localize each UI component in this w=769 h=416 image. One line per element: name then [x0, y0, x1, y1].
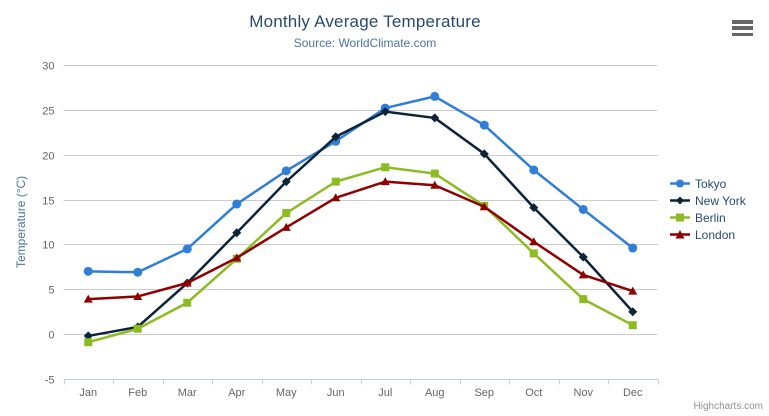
- data-point[interactable]: [430, 169, 439, 178]
- x-axis-label: Jul: [378, 387, 392, 399]
- data-point[interactable]: [381, 163, 390, 172]
- legend-label: Tokyo: [695, 176, 727, 191]
- x-axis-label: Feb: [128, 387, 147, 399]
- y-axis-label: 30: [42, 61, 54, 73]
- data-point[interactable]: [84, 338, 93, 347]
- series-line-tokyo: [87, 95, 634, 274]
- y-axis-label: 25: [42, 106, 54, 118]
- y-axis-label: 20: [42, 151, 54, 163]
- data-point[interactable]: [83, 331, 93, 341]
- legend-label: Berlin: [695, 210, 726, 225]
- circle-series-marker-icon: [670, 179, 690, 188]
- data-point[interactable]: [380, 177, 390, 186]
- data-point[interactable]: [529, 203, 539, 213]
- data-point[interactable]: [281, 166, 291, 176]
- y-axis-label: 10: [42, 240, 54, 252]
- y-axis-label: -5: [45, 375, 55, 387]
- data-point[interactable]: [281, 222, 291, 231]
- data-point[interactable]: [628, 321, 637, 330]
- legend-item-london[interactable]: London: [670, 226, 746, 243]
- data-point[interactable]: [83, 294, 93, 303]
- x-axis-label: May: [276, 387, 297, 399]
- x-axis-label: Mar: [178, 387, 197, 399]
- data-point[interactable]: [628, 243, 638, 253]
- x-axis-label: Aug: [425, 387, 445, 399]
- data-point[interactable]: [232, 253, 242, 262]
- data-point[interactable]: [479, 202, 489, 211]
- hamburger-icon-bar: [732, 32, 753, 36]
- data-point[interactable]: [133, 291, 143, 300]
- data-point[interactable]: [281, 177, 291, 187]
- data-point[interactable]: [380, 107, 390, 117]
- hamburger-icon-bar: [732, 20, 753, 24]
- chart-title: Monthly Average Temperature: [249, 12, 481, 31]
- hamburger-icon-bar: [732, 26, 753, 30]
- data-point[interactable]: [133, 267, 143, 277]
- credits-link[interactable]: Highcharts.com: [693, 401, 763, 412]
- data-point[interactable]: [529, 249, 538, 258]
- triangle-series-marker-icon: [670, 230, 690, 239]
- data-point[interactable]: [331, 177, 340, 186]
- series-line-london: [87, 180, 634, 301]
- data-point[interactable]: [182, 278, 192, 287]
- data-point[interactable]: [529, 237, 539, 246]
- legend-item-tokyo[interactable]: Tokyo: [670, 175, 746, 192]
- x-axis-label: Oct: [525, 387, 542, 399]
- data-point[interactable]: [83, 266, 93, 276]
- x-axis-label: Nov: [573, 387, 593, 399]
- y-axis-title: Temperature (°C): [14, 175, 28, 269]
- data-point[interactable]: [232, 228, 242, 238]
- x-axis-label: Dec: [623, 387, 643, 399]
- data-point[interactable]: [628, 307, 638, 317]
- data-point[interactable]: [183, 298, 192, 307]
- data-point[interactable]: [578, 270, 588, 279]
- data-point[interactable]: [331, 193, 341, 202]
- chart-subtitle: Source: WorldClimate.com: [293, 36, 437, 50]
- data-point[interactable]: [479, 120, 489, 130]
- square-series-marker-icon: [670, 213, 690, 222]
- data-point[interactable]: [430, 91, 440, 101]
- data-point[interactable]: [331, 132, 341, 142]
- data-point[interactable]: [578, 204, 588, 214]
- legend-label: New York: [695, 193, 746, 208]
- legend-item-new-york[interactable]: New York: [670, 192, 746, 209]
- data-point[interactable]: [133, 324, 142, 333]
- data-point[interactable]: [529, 165, 539, 175]
- y-axis-label: 5: [48, 285, 54, 297]
- x-axis-label: Jun: [327, 387, 345, 399]
- data-point[interactable]: [430, 113, 440, 123]
- x-axis-label: Jan: [79, 387, 97, 399]
- series-line-new-york: [87, 110, 634, 338]
- data-point[interactable]: [579, 295, 588, 304]
- x-axis-label: Sep: [474, 387, 494, 399]
- data-point[interactable]: [282, 209, 291, 218]
- data-point[interactable]: [430, 180, 440, 189]
- data-point[interactable]: [628, 286, 638, 295]
- data-point[interactable]: [182, 244, 192, 254]
- legend: Tokyo New York Berlin London: [670, 175, 746, 243]
- export-menu-button[interactable]: [732, 20, 753, 36]
- data-point[interactable]: [578, 252, 588, 262]
- y-axis-label: 0: [48, 330, 54, 342]
- x-axis-label: Apr: [228, 387, 245, 399]
- legend-label: London: [695, 227, 736, 242]
- y-axis-label: 15: [42, 196, 54, 208]
- diamond-series-marker-icon: [670, 196, 690, 205]
- legend-item-berlin[interactable]: Berlin: [670, 209, 746, 226]
- series-line-berlin: [87, 166, 634, 344]
- data-point[interactable]: [479, 149, 489, 159]
- data-point[interactable]: [232, 199, 242, 209]
